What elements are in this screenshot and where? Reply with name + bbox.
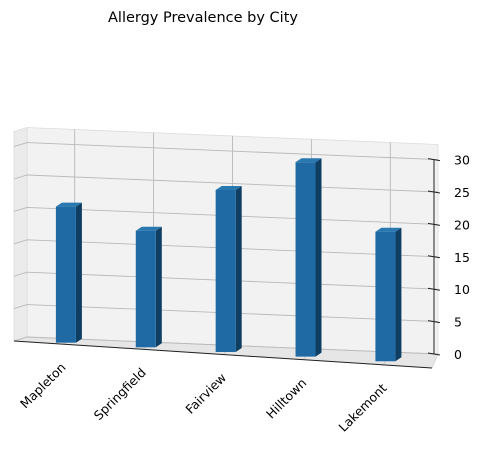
z-tick bbox=[427, 190, 441, 194]
chart-bars bbox=[55, 158, 402, 362]
z-tick bbox=[427, 255, 441, 259]
z-axis-ticks: 0 5 10 15 20 25 30 bbox=[427, 153, 470, 362]
bar-top bbox=[135, 226, 162, 231]
bar-top bbox=[295, 158, 322, 163]
bar-side bbox=[235, 186, 242, 352]
x-tick-label: Mapleton bbox=[17, 360, 69, 412]
x-tick-label: Fairview bbox=[182, 370, 229, 417]
bar-fairview bbox=[215, 186, 242, 352]
bar-front bbox=[295, 162, 316, 357]
bar-hilltown bbox=[295, 158, 322, 357]
x-axis-labels: Mapleton Springfield Fairview Hilltown Lakem… bbox=[17, 360, 390, 435]
bar-side bbox=[155, 226, 162, 348]
z-tick bbox=[427, 320, 441, 324]
left-pane bbox=[13, 126, 28, 342]
z-tick-label: 5 bbox=[454, 315, 462, 330]
bar-lakemont bbox=[375, 227, 402, 362]
z-tick bbox=[427, 158, 441, 162]
bar-top bbox=[215, 186, 242, 190]
z-tick-label: 20 bbox=[454, 217, 470, 232]
z-tick-label: 25 bbox=[454, 185, 470, 200]
z-tick bbox=[427, 222, 441, 226]
bar-front bbox=[375, 231, 396, 362]
z-tick-label: 0 bbox=[454, 347, 462, 362]
x-tick-label: Springfield bbox=[91, 365, 149, 423]
z-tick-label: 15 bbox=[454, 250, 470, 265]
chart-title: Allergy Prevalence by City bbox=[108, 10, 298, 26]
bar-top bbox=[55, 202, 82, 207]
bar-top bbox=[375, 227, 402, 232]
bar-front bbox=[215, 189, 236, 352]
z-tick-label: 30 bbox=[454, 153, 470, 168]
bar-side bbox=[315, 158, 322, 357]
bar-front bbox=[55, 206, 76, 343]
x-tick-label: Lakemont bbox=[335, 380, 389, 434]
z-gridline bbox=[13, 142, 439, 161]
bar-side bbox=[395, 227, 402, 362]
bar-side bbox=[75, 202, 82, 343]
z-tick bbox=[427, 287, 441, 291]
x-tick-label: Hilltown bbox=[263, 375, 309, 421]
bar-mapleton bbox=[55, 202, 82, 343]
bar-springfield bbox=[135, 226, 162, 348]
z-tick-label: 10 bbox=[454, 282, 470, 297]
bar-front bbox=[135, 230, 156, 348]
z-tick bbox=[427, 352, 441, 356]
x-axis-line bbox=[13, 340, 433, 369]
